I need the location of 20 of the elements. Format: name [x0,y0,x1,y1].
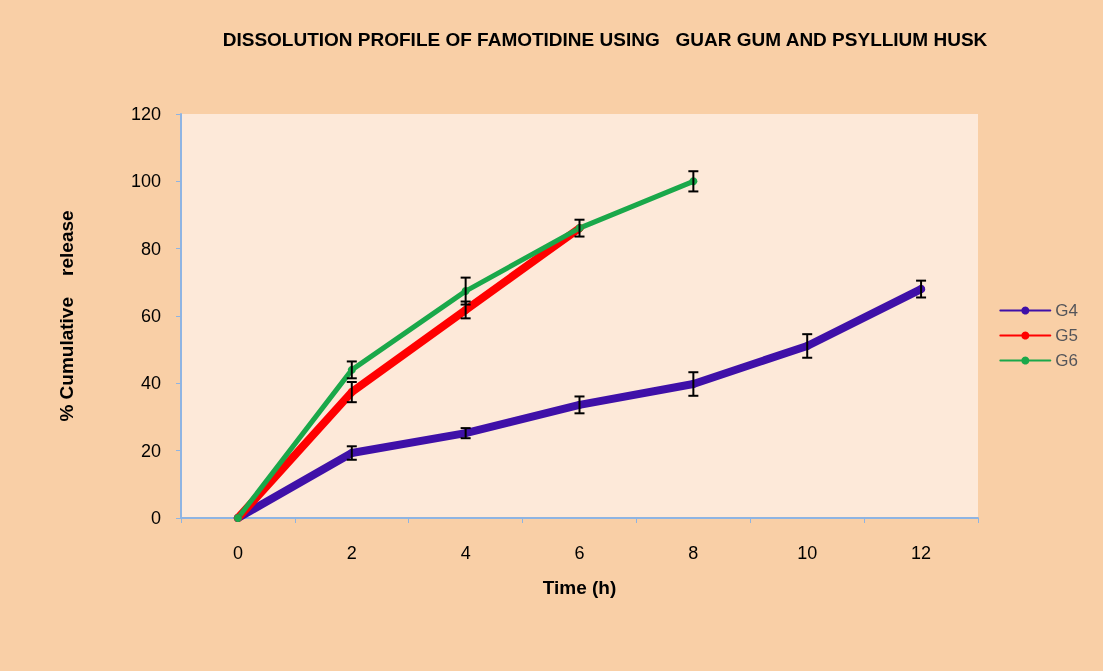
y-tick-label: 80 [140,238,161,259]
legend-label: G4 [1055,301,1079,320]
x-axis-title: Time (h) [542,577,617,598]
x-tick-label: 8 [688,543,699,563]
legend-label: G6 [1055,351,1079,370]
y-tick-label: 100 [130,171,161,192]
x-tick-label: 6 [574,543,585,563]
y-tick-label: 40 [140,373,161,394]
x-tick-label: 10 [797,543,818,563]
x-tick-label: 0 [232,543,243,563]
y-tick-label: 0 [150,508,161,528]
y-tick-label: 120 [130,104,161,124]
y-tick-label: 20 [140,440,161,461]
x-tick-label: 12 [911,543,932,563]
y-tick-label: 60 [140,306,161,326]
legend-label: G5 [1055,326,1079,345]
x-tick-label: 2 [346,543,357,563]
y-axis-title: % Cumulative release [56,210,77,422]
x-tick-label: 4 [460,543,471,563]
chart-title: DISSOLUTION PROFILE OF FAMOTIDINE USING GUAR GUM AND PSYLLIUM HUSK [222,28,988,50]
